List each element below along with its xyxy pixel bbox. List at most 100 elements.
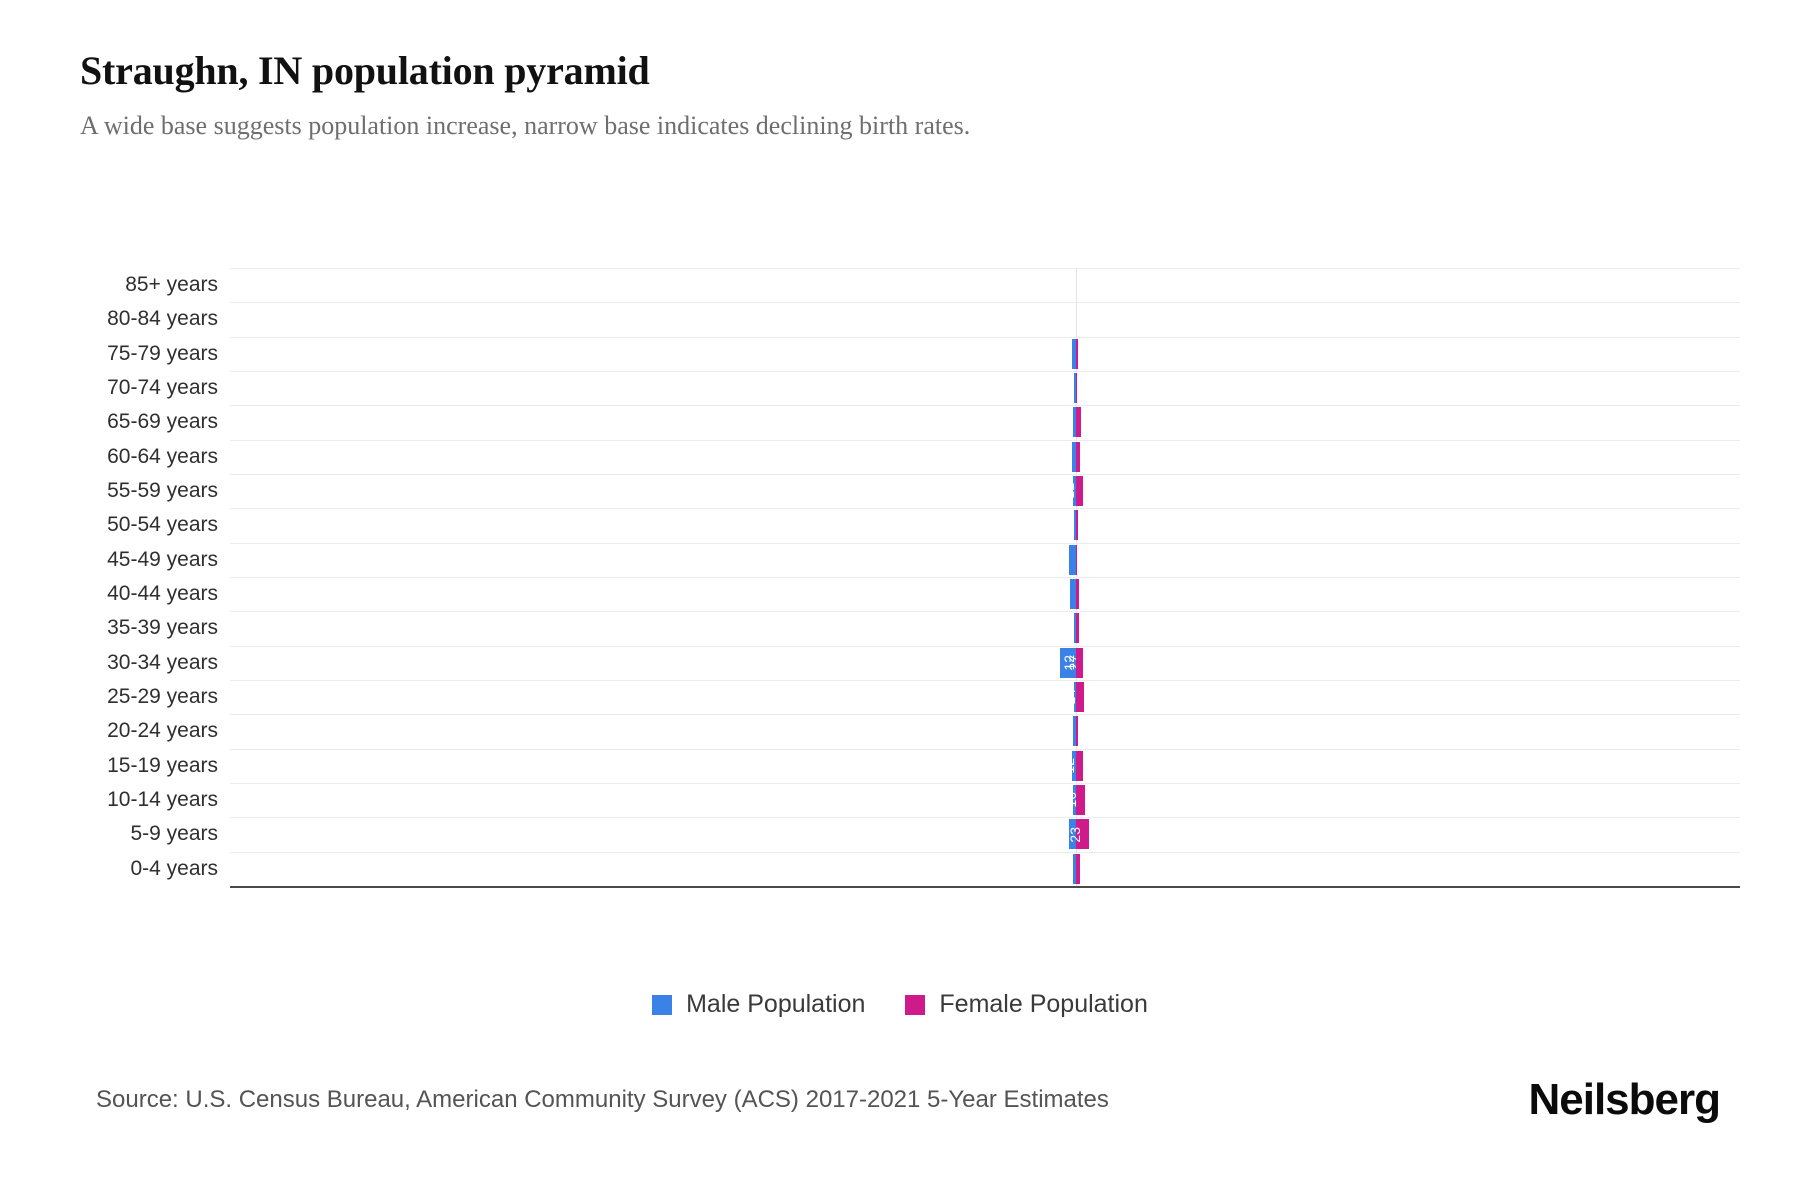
bar-male[interactable]: 3 bbox=[1073, 682, 1096, 713]
table-row: 5-9 years 1223 bbox=[130, 817, 1740, 851]
y-axis-tick-label: 40-44 years bbox=[107, 582, 218, 606]
table-row: 45-49 years 11 1 bbox=[107, 542, 1740, 577]
bar-value-female: 6 bbox=[1057, 590, 1074, 598]
bar-male[interactable]: 9 bbox=[1070, 579, 1092, 610]
chart-legend: Male Population Female Population bbox=[0, 990, 1800, 1019]
y-axis-tick-label: 15-19 years bbox=[107, 753, 218, 777]
table-row: 40-44 years 9 6 bbox=[107, 576, 1740, 611]
y-axis-tick-label: 0-4 years bbox=[130, 856, 218, 880]
bar-value-female: 4 bbox=[1055, 521, 1072, 530]
table-row: 10-14 years 5 16 bbox=[107, 782, 1740, 817]
gridline bbox=[230, 576, 1740, 578]
bar-female[interactable]: 3 bbox=[1055, 373, 1078, 404]
legend-label-female: Female Population bbox=[939, 990, 1148, 1018]
table-row: 80-84 years00 bbox=[107, 302, 1740, 336]
bar-male[interactable]: 3 bbox=[1073, 373, 1096, 404]
bar-value-female: 12 bbox=[1060, 483, 1077, 499]
gridline bbox=[230, 714, 1740, 716]
bar-male[interactable]: 11 bbox=[1069, 544, 1091, 575]
table-row: 65-69 years 4 9 bbox=[107, 405, 1740, 439]
gridline bbox=[230, 370, 1740, 372]
bar-rows: 85+ years0080-84 years0075-79 years7470-… bbox=[107, 268, 1740, 886]
y-axis-tick-label: 30-34 years bbox=[107, 650, 218, 674]
bar-male[interactable]: 27 bbox=[1059, 647, 1082, 678]
y-axis-tick-label: 70-74 years bbox=[107, 376, 218, 400]
bar-female[interactable]: 14 bbox=[1062, 682, 1084, 713]
chart-footer: Source: U.S. Census Bureau, American Com… bbox=[96, 1075, 1721, 1125]
bar-female[interactable]: 4 bbox=[1056, 510, 1078, 541]
legend-item-male[interactable]: Male Population bbox=[652, 990, 865, 1019]
bar-female[interactable]: 7 bbox=[1058, 441, 1080, 472]
bar-female[interactable]: 8 bbox=[1058, 853, 1081, 884]
gridline bbox=[230, 645, 1740, 647]
bar-male[interactable]: 5 bbox=[1072, 853, 1095, 884]
bar-value-female: 16 bbox=[1062, 792, 1079, 808]
y-axis-tick-label: 25-29 years bbox=[107, 685, 218, 709]
y-axis-tick-label: 55-59 years bbox=[107, 479, 218, 503]
bar-female[interactable]: 6 bbox=[1057, 613, 1080, 644]
legend-swatch-male-icon bbox=[652, 994, 673, 1015]
bar-male[interactable]: 3 bbox=[1073, 613, 1096, 644]
bar-female[interactable]: 1 bbox=[1054, 544, 1077, 575]
bar-male[interactable]: 2 bbox=[1074, 510, 1096, 541]
bar-value-female: 12 bbox=[1060, 757, 1077, 774]
bar-female[interactable]: 12 bbox=[1061, 647, 1083, 678]
brand-logo: Neilsberg bbox=[1528, 1075, 1721, 1124]
bar-female[interactable]: 12 bbox=[1061, 476, 1083, 507]
bar-male[interactable]: 5 bbox=[1072, 476, 1095, 507]
table-row: 55-59 years 5 12 bbox=[107, 473, 1740, 508]
gridline bbox=[230, 439, 1740, 441]
bar-male[interactable]: 4 bbox=[1073, 407, 1095, 438]
table-row: 85+ years00 bbox=[125, 268, 1740, 302]
table-row: 70-74 years 3 3 bbox=[107, 370, 1740, 405]
bar-value-female: 3 bbox=[1055, 384, 1072, 393]
gridline bbox=[230, 817, 1740, 819]
bar-value-female: 4 bbox=[1055, 349, 1072, 358]
bar-male[interactable]: 7 bbox=[1071, 441, 1094, 472]
bar-male[interactable]: 5 bbox=[1072, 785, 1095, 816]
table-row: 60-64 years 7 7 bbox=[107, 439, 1740, 474]
table-row: 75-79 years 7 4 bbox=[107, 336, 1740, 371]
bar-value-female: 7 bbox=[1057, 452, 1074, 461]
gridline bbox=[230, 748, 1740, 750]
gridline bbox=[230, 611, 1740, 613]
y-axis-tick-label: 85+ years bbox=[125, 273, 218, 297]
bar-female[interactable]: 6 bbox=[1057, 579, 1080, 610]
bar-female[interactable]: 16 bbox=[1063, 785, 1085, 816]
bar-female[interactable]: 4 bbox=[1056, 338, 1078, 369]
table-row: 20-24 years 5 4 bbox=[107, 714, 1740, 748]
bar-value-female: 14 bbox=[1061, 689, 1078, 705]
bar-value-female: 1 bbox=[1054, 555, 1071, 564]
table-row: 35-39 years 3 6 bbox=[107, 611, 1740, 645]
chart-header: Straughn, IN population pyramid A wide b… bbox=[80, 48, 1720, 141]
bar-female[interactable]: 9 bbox=[1059, 407, 1081, 438]
bar-value-female: 6 bbox=[1057, 624, 1074, 633]
table-row: 50-54 years 2 4 bbox=[107, 508, 1740, 542]
y-axis-tick-label: 35-39 years bbox=[107, 616, 218, 640]
gridline bbox=[230, 302, 1740, 304]
gridline bbox=[230, 336, 1740, 338]
gridline bbox=[230, 542, 1740, 544]
y-axis-tick-label: 20-24 years bbox=[107, 719, 218, 743]
gridline bbox=[230, 679, 1740, 681]
legend-swatch-female-icon bbox=[905, 994, 926, 1015]
y-axis-tick-label: 5-9 years bbox=[130, 822, 218, 846]
chart-area: 85+ years0080-84 years0075-79 years7470-… bbox=[80, 268, 1740, 918]
table-row: 30-34 years 27 12 bbox=[107, 645, 1740, 680]
bar-female[interactable]: 23 bbox=[1067, 819, 1089, 850]
bar-male[interactable]: 12 bbox=[1068, 819, 1091, 850]
gridline bbox=[230, 508, 1740, 510]
bar-female[interactable]: 4 bbox=[1056, 716, 1078, 747]
bar-female[interactable]: 12 bbox=[1061, 750, 1083, 781]
bar-value-female: 4 bbox=[1055, 727, 1072, 736]
y-axis-tick-label: 50-54 years bbox=[107, 513, 218, 537]
gridline bbox=[230, 782, 1740, 784]
legend-item-female[interactable]: Female Population bbox=[905, 990, 1148, 1019]
bar-male[interactable]: 7 bbox=[1071, 338, 1094, 369]
bar-male[interactable]: 7 bbox=[1071, 750, 1094, 781]
gridline bbox=[230, 851, 1740, 853]
y-axis-tick-label: 80-84 years bbox=[107, 307, 218, 331]
bar-male[interactable]: 5 bbox=[1072, 716, 1095, 747]
bar-value-female: 9 bbox=[1058, 418, 1075, 427]
gridline bbox=[230, 268, 1740, 269]
